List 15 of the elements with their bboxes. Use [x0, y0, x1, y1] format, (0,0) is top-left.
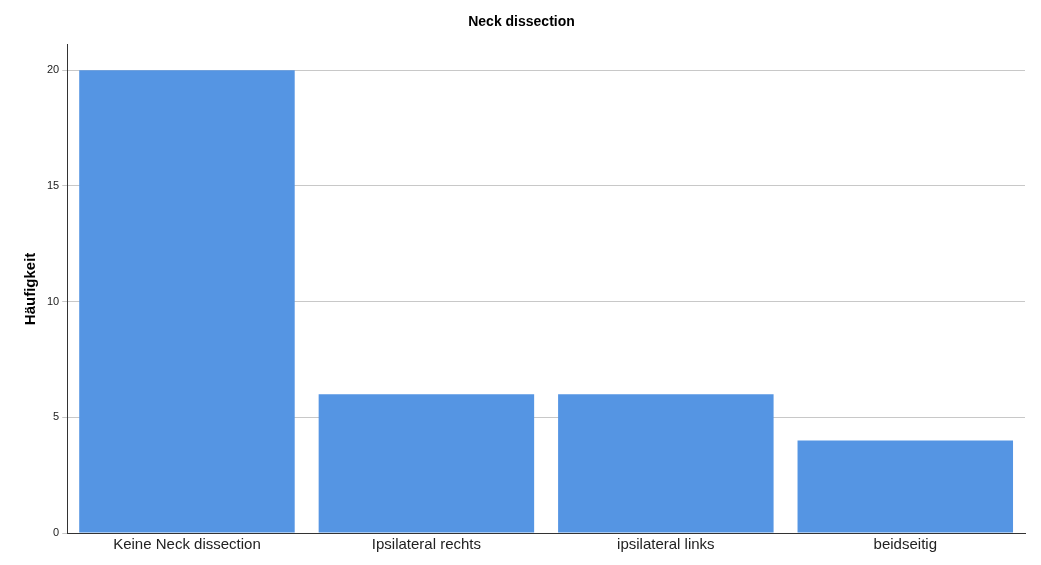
chart-title: Neck dissection — [468, 13, 575, 30]
y-axis-title: Häufigkeit — [21, 252, 39, 326]
bar — [79, 70, 295, 533]
x-tick-label: Ipsilateral rechts — [371, 535, 482, 553]
y-tick-label: 5 — [53, 410, 60, 423]
bar — [558, 394, 774, 533]
y-tick-label: 0 — [53, 526, 60, 539]
x-tick-label: Keine Neck dissection — [113, 535, 261, 553]
x-tick-label: beidseitig — [873, 535, 937, 553]
bar — [318, 394, 535, 533]
y-tick-label: 15 — [46, 178, 60, 191]
x-tick-label: ipsilateral links — [617, 535, 715, 553]
y-tick-label: 10 — [46, 294, 60, 307]
bar — [797, 440, 1014, 533]
y-tick-label: 20 — [46, 63, 60, 76]
